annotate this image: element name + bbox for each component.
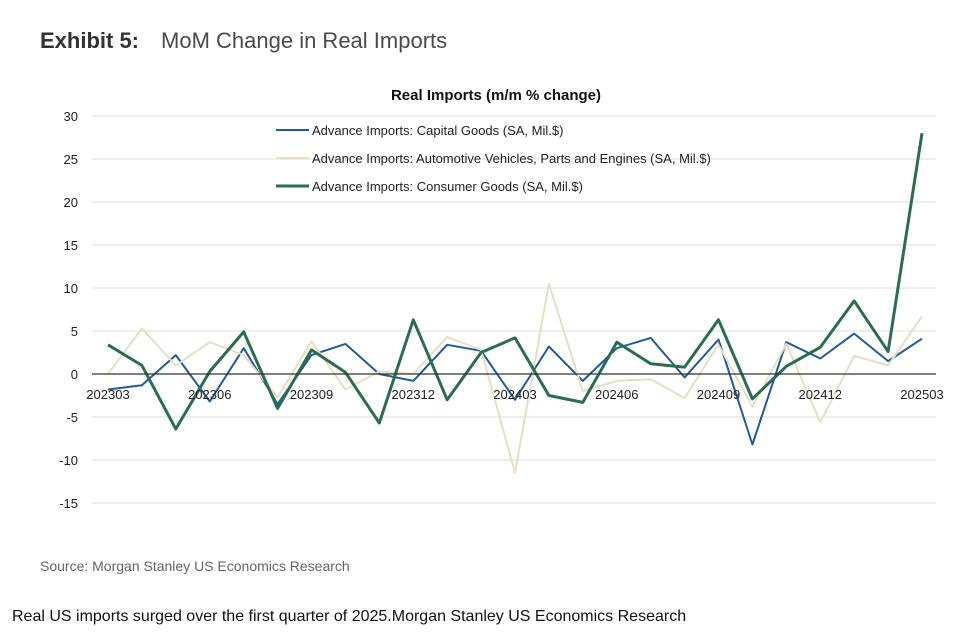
x-tick-label: 202312	[392, 387, 435, 402]
y-tick-label: 30	[64, 109, 78, 124]
y-tick-label: -15	[59, 496, 78, 511]
y-tick-label: 20	[64, 195, 78, 210]
series-line-3	[107, 132, 924, 431]
x-tick-label: 202406	[595, 387, 638, 402]
legend-label: Advance Imports: Automotive Vehicles, Pa…	[312, 151, 711, 166]
y-tick-label: 0	[71, 367, 78, 382]
x-tick-label: 202503	[900, 387, 943, 402]
x-tick-label: 202309	[290, 387, 333, 402]
y-tick-label: 5	[71, 324, 78, 339]
series-line-2	[107, 282, 923, 474]
chart-title: Real Imports (m/m % change)	[391, 87, 601, 104]
x-tick-label: 202303	[86, 387, 129, 402]
series-line-1	[107, 332, 923, 446]
exhibit-title: MoM Change in Real Imports	[161, 28, 448, 53]
legend-label: Advance Imports: Capital Goods (SA, Mil.…	[312, 123, 563, 138]
line-chart: Real Imports (m/m % change) 30 25 20 15 10 5 0 -…	[59, 87, 943, 511]
image-caption: Real US imports surged over the first qu…	[12, 608, 687, 625]
source-note: Source: Morgan Stanley US Economics Rese…	[40, 558, 350, 574]
x-tick-label: 202412	[799, 387, 842, 402]
x-tick-label: 202403	[493, 387, 536, 402]
x-tick-label: 202409	[697, 387, 740, 402]
y-tick-label: 10	[64, 281, 78, 296]
exhibit-label: Exhibit 5:	[40, 28, 140, 53]
y-tick-label: -5	[66, 410, 78, 425]
exhibit-heading: Exhibit 5: MoM Change in Real Imports	[40, 28, 447, 54]
y-tick-label: 25	[64, 152, 78, 167]
x-tick-label: 202306	[188, 387, 231, 402]
legend-label: Advance Imports: Consumer Goods (SA, Mil…	[312, 179, 583, 194]
y-tick-label: 15	[64, 238, 78, 253]
y-tick-label: -10	[59, 453, 78, 468]
